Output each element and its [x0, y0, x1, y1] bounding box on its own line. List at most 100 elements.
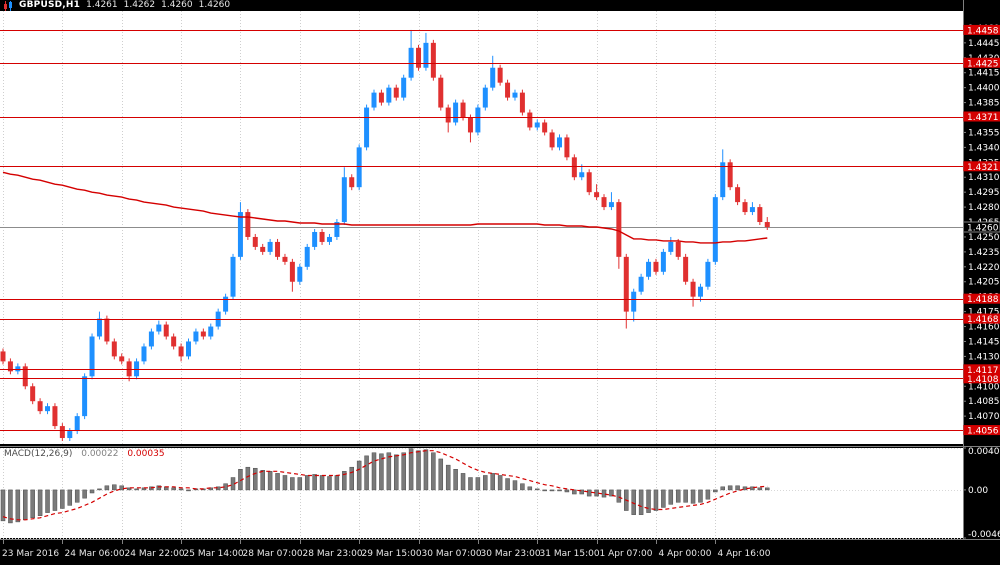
- candle-body: [245, 212, 251, 237]
- time-axis-label: 30 Mar 23:00: [481, 549, 541, 559]
- candle-body: [594, 192, 600, 198]
- candle-body: [683, 256, 689, 282]
- macd-bar: [765, 487, 770, 491]
- candle-body: [282, 256, 288, 262]
- price-axis[interactable]: 1.44601.44451.44301.44151.44001.43851.43…: [963, 24, 1000, 540]
- candle-body: [490, 67, 496, 88]
- macd-bar: [601, 489, 607, 498]
- candle-body: [89, 336, 95, 377]
- macd-bar: [609, 489, 614, 497]
- macd-bar: [394, 454, 399, 491]
- candle-body: [527, 112, 533, 128]
- candle-body: [96, 318, 102, 337]
- candle-body: [757, 207, 763, 223]
- candle-body: [467, 117, 473, 133]
- symbol-icon: [4, 0, 12, 11]
- candle-body: [59, 426, 65, 439]
- level-price-badge-label: 1.4056: [967, 427, 999, 437]
- macd-bar: [208, 487, 214, 491]
- time-axis-label: 31 Mar 15:00: [540, 549, 600, 559]
- candle-body: [82, 376, 88, 417]
- candle-body: [393, 87, 399, 98]
- macd-bar: [52, 489, 58, 511]
- macd-bar: [104, 485, 110, 491]
- candle-body: [660, 251, 666, 272]
- macd-bar: [401, 452, 406, 491]
- candle-body: [430, 42, 436, 78]
- macd-bar: [37, 489, 43, 516]
- macd-bar: [282, 475, 288, 491]
- candle-body: [119, 356, 125, 362]
- time-axis-label: 30 Mar 07:00: [422, 549, 482, 559]
- macd-bar: [727, 485, 733, 491]
- macd-bar: [304, 475, 310, 491]
- candle-body: [616, 202, 622, 257]
- time-axis-label: 23 Mar 2016: [2, 549, 59, 559]
- macd-bar: [334, 475, 340, 491]
- current-price-badge: [963, 221, 1000, 233]
- macd-bar: [416, 450, 421, 491]
- macd-bar: [534, 488, 540, 491]
- candle-body: [163, 324, 169, 337]
- candle-body: [30, 386, 36, 402]
- macd-bar: [557, 489, 562, 492]
- candle-body: [623, 256, 629, 312]
- macd-bar: [349, 466, 354, 491]
- time-axis-label: 25 Mar 14:00: [184, 549, 244, 559]
- macd-bar: [594, 489, 599, 497]
- ma-line: [2, 171, 768, 244]
- macd-bar: [735, 485, 740, 491]
- macd-bar: [97, 488, 102, 491]
- macd-axis-label: -0.00466: [968, 530, 1000, 540]
- level-price-badge-label: 1.4321: [967, 163, 999, 173]
- candle-body: [74, 416, 80, 432]
- candle-body: [22, 366, 28, 387]
- time-axis-label: 4 Apr 16:00: [718, 549, 771, 559]
- candle-body: [497, 67, 503, 83]
- price-axis-label: 1.4415: [968, 69, 1000, 79]
- level-price-badge-label: 1.4425: [967, 59, 999, 69]
- price-axis-label: 1.4235: [968, 248, 1000, 258]
- price-axis-label: 1.4130: [968, 352, 1000, 362]
- chart-title: GBPUSD,H1 1.4261 1.4262 1.4260 1.4260: [3, 0, 230, 11]
- quote-low: 1.4260: [161, 0, 193, 10]
- candle-body: [193, 331, 199, 342]
- macd-bar: [646, 489, 651, 513]
- candle-body: [208, 326, 214, 337]
- candle-body: [705, 261, 711, 287]
- macd-panel[interactable]: [0, 448, 963, 538]
- candle-body: [416, 47, 422, 68]
- macd-bar: [178, 488, 184, 491]
- candle-body: [557, 137, 562, 148]
- symbol-period-label: GBPUSD,H1: [19, 0, 81, 10]
- price-axis-label: 1.4355: [968, 128, 1000, 138]
- price-axis-label: 1.4085: [968, 397, 1000, 407]
- macd-bar: [720, 486, 725, 491]
- candle-body: [601, 197, 607, 208]
- macd-bar: [661, 489, 666, 508]
- macd-bar: [683, 489, 688, 503]
- candle-body: [319, 231, 325, 242]
- time-axis-label: 4 Apr 00:00: [659, 549, 712, 559]
- candle-body: [230, 256, 236, 297]
- macd-bar: [698, 489, 703, 503]
- macd-bar: [505, 478, 510, 491]
- macd-bar: [379, 453, 384, 491]
- macd-bar: [60, 489, 65, 509]
- macd-bar: [757, 487, 763, 491]
- quote-close: 1.4260: [198, 0, 231, 10]
- price-axis-label: 1.4220: [968, 263, 1000, 273]
- candle-body: [564, 137, 570, 158]
- candle-body: [697, 286, 703, 297]
- macd-axis-label: 0.00: [968, 486, 988, 496]
- macd-bar: [438, 458, 444, 491]
- current-price-badge-label: 1.4260: [967, 224, 999, 234]
- candle-body: [111, 341, 117, 357]
- level-price-badge: [963, 24, 1000, 35]
- macd-bar: [327, 476, 332, 491]
- candle-body: [0, 351, 6, 362]
- candle-body: [542, 122, 548, 133]
- macd-bar: [342, 471, 347, 491]
